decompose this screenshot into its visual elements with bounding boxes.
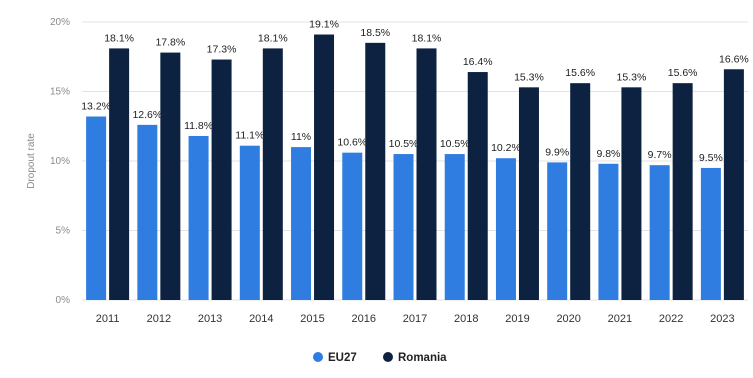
data-label: 17.8% <box>155 37 185 49</box>
data-label: 9.8% <box>596 148 620 160</box>
bar-romania-2013 <box>211 59 232 300</box>
bar-romania-2021 <box>621 87 642 300</box>
data-label: 19.1% <box>309 19 339 31</box>
bar-eu27-2014 <box>239 145 260 300</box>
bar-romania-2012 <box>160 52 181 300</box>
data-label: 18.1% <box>104 32 134 44</box>
bar-romania-2014 <box>262 48 283 300</box>
x-tick-label: 2013 <box>198 313 222 325</box>
data-label: 18.1% <box>412 32 442 44</box>
bar-romania-2019 <box>518 87 539 300</box>
data-label: 15.6% <box>565 67 595 79</box>
legend-marker-eu27 <box>313 352 323 362</box>
data-label: 13.2% <box>81 101 111 113</box>
data-label: 9.5% <box>699 152 723 164</box>
bar-eu27-2015 <box>291 147 312 300</box>
bar-eu27-2018 <box>444 154 465 300</box>
x-tick-label: 2022 <box>659 313 683 325</box>
x-axis-ticks: 2011 2012 2013 2014 2015 2016 2017 2018 2019 2020… <box>96 313 735 325</box>
x-tick-label: 2020 <box>556 313 580 325</box>
x-tick-label: 2012 <box>147 313 171 325</box>
data-label: 15.3% <box>617 71 647 83</box>
data-label: 10.6% <box>337 137 367 149</box>
bar-eu27-2022 <box>649 165 670 300</box>
bar-eu27-2013 <box>188 135 209 300</box>
bar-eu27-2021 <box>598 163 619 300</box>
legend-label-eu27: EU27 <box>328 352 357 364</box>
data-label: 10.5% <box>389 138 419 150</box>
data-label: 9.7% <box>648 149 672 161</box>
bar-eu27-2012 <box>137 124 158 300</box>
y-tick-label: 5% <box>56 226 71 237</box>
bar-romania-2022 <box>672 83 693 300</box>
bar-romania-2020 <box>570 83 591 300</box>
x-tick-label: 2021 <box>608 313 632 325</box>
data-label: 16.4% <box>463 56 493 68</box>
bar-romania-2015 <box>314 34 335 300</box>
legend-label-romania: Romania <box>398 352 447 364</box>
bar-romania-2017 <box>416 48 437 300</box>
bar-romania-2023 <box>723 69 744 300</box>
bar-eu27-2016 <box>342 152 363 300</box>
x-tick-label: 2018 <box>454 313 478 325</box>
data-label: 11.8% <box>184 120 213 132</box>
y-axis-label: Dropout rate <box>26 133 37 189</box>
bar-romania-2011 <box>109 48 130 300</box>
data-label: 15.3% <box>514 71 544 83</box>
data-label: 10.2% <box>491 142 521 154</box>
y-tick-label: 10% <box>50 156 70 167</box>
legend-marker-romania <box>383 352 393 362</box>
data-label: 16.6% <box>719 53 749 65</box>
data-label: 17.3% <box>207 44 237 56</box>
x-tick-label: 2011 <box>96 313 120 325</box>
y-axis-ticks: 0% 5% 10% 15% 20% <box>50 17 70 306</box>
data-label: 18.1% <box>258 32 288 44</box>
data-label: 12.6% <box>132 109 162 121</box>
data-label: 11% <box>291 131 311 143</box>
bar-eu27-2011 <box>86 116 107 301</box>
x-tick-label: 2014 <box>249 313 273 325</box>
data-label: 18.5% <box>360 27 390 39</box>
y-tick-label: 0% <box>56 295 71 306</box>
data-label: 15.6% <box>668 67 698 79</box>
x-tick-label: 2015 <box>300 313 324 325</box>
bar-eu27-2020 <box>547 162 568 300</box>
bar-eu27-2023 <box>700 167 721 300</box>
x-tick-label: 2023 <box>710 313 734 325</box>
x-tick-label: 2017 <box>403 313 427 325</box>
data-label: 10.5% <box>440 138 470 150</box>
bars <box>86 34 744 301</box>
x-tick-label: 2019 <box>505 313 529 325</box>
bar-romania-2018 <box>467 72 488 300</box>
legend: EU27 Romania <box>313 352 447 364</box>
x-tick-label: 2016 <box>352 313 376 325</box>
bar-romania-2016 <box>365 42 386 300</box>
bar-eu27-2017 <box>393 154 414 300</box>
y-tick-label: 15% <box>50 87 70 98</box>
y-tick-label: 20% <box>50 17 70 28</box>
bar-eu27-2019 <box>495 158 516 300</box>
data-label: 9.9% <box>545 146 569 158</box>
data-label: 11.1% <box>235 130 264 142</box>
data-labels: 13.2% 18.1% 12.6% 17.8% 11.8% 17.3% 11.1% 18.1%… <box>81 19 749 164</box>
